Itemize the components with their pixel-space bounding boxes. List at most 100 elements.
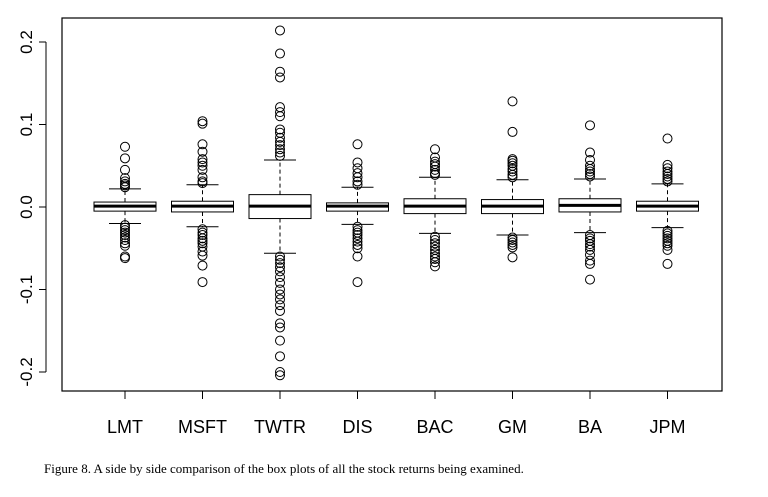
- outlier-point: [275, 370, 285, 381]
- outlier-point: [662, 133, 673, 144]
- outlier-point: [585, 255, 595, 266]
- outlier-point: [197, 230, 208, 241]
- outlier-point: [120, 141, 130, 152]
- outlier-point: [507, 164, 518, 175]
- outlier-point: [275, 300, 285, 311]
- box-msft: [171, 116, 234, 288]
- outlier-point: [662, 171, 673, 182]
- outlier-point: [662, 233, 673, 244]
- outlier-point: [352, 176, 363, 187]
- outlier-point: [585, 164, 595, 175]
- x-tick-label-jpm: JPM: [650, 417, 686, 437]
- outlier-point: [275, 322, 285, 333]
- outlier-point: [120, 220, 130, 231]
- outlier-point: [120, 232, 130, 243]
- outlier-point: [430, 164, 440, 175]
- outlier-point: [662, 228, 673, 239]
- outlier-point: [197, 235, 208, 246]
- outlier-point: [507, 126, 518, 137]
- outlier-point: [120, 240, 130, 251]
- outlier-point: [120, 238, 130, 249]
- outlier-point: [585, 166, 595, 177]
- outlier-point: [275, 111, 285, 122]
- outlier-point: [662, 163, 673, 174]
- outlier-point: [275, 107, 285, 118]
- outlier-point: [120, 176, 130, 187]
- x-tick-label-ba: BA: [578, 417, 602, 437]
- outlier-point: [507, 239, 518, 250]
- outlier-point: [352, 277, 363, 288]
- outlier-point: [275, 258, 285, 269]
- outlier-point: [430, 241, 440, 252]
- x-tick-label-msft: MSFT: [178, 417, 227, 437]
- outlier-point: [197, 227, 208, 238]
- outlier-point: [585, 244, 595, 255]
- outlier-point: [507, 232, 518, 243]
- box-series: [93, 25, 699, 381]
- outlier-point: [275, 305, 285, 316]
- outlier-point: [662, 258, 673, 269]
- outlier-point: [430, 253, 440, 264]
- outlier-point: [662, 230, 673, 241]
- outlier-point: [275, 140, 285, 151]
- outlier-point: [585, 171, 595, 182]
- outlier-point: [585, 274, 595, 285]
- box-gm: [481, 96, 544, 263]
- box-dis: [326, 139, 389, 288]
- outlier-point: [585, 147, 595, 158]
- outlier-point: [275, 251, 285, 262]
- y-tick-label: 0.2: [17, 30, 36, 54]
- outlier-point: [197, 154, 208, 165]
- outlier-point: [585, 241, 595, 252]
- outlier-point: [662, 176, 673, 187]
- outlier-point: [275, 132, 285, 143]
- outlier-point: [275, 284, 285, 295]
- outlier-point: [275, 124, 285, 135]
- outlier-point: [662, 238, 673, 249]
- outlier-point: [585, 120, 595, 131]
- outlier-point: [275, 272, 285, 283]
- outlier-point: [507, 235, 518, 245]
- outlier-point: [275, 48, 285, 59]
- x-tick-label-dis: DIS: [342, 417, 372, 437]
- outlier-point: [352, 239, 363, 250]
- x-tick-label-gm: GM: [498, 417, 527, 437]
- outlier-point: [275, 72, 285, 83]
- outlier-point: [197, 139, 208, 150]
- outlier-point: [507, 242, 518, 253]
- outlier-point: [275, 262, 285, 273]
- outlier-point: [430, 238, 440, 249]
- outlier-point: [507, 169, 518, 180]
- outlier-point: [197, 238, 208, 249]
- outlier-point: [662, 173, 673, 184]
- outlier-point: [585, 160, 595, 171]
- outlier-point: [430, 144, 440, 155]
- x-tick-label-bac: BAC: [416, 417, 453, 437]
- outlier-point: [275, 66, 285, 77]
- outlier-point: [120, 182, 130, 193]
- outlier-point: [430, 235, 440, 245]
- outlier-point: [197, 178, 208, 189]
- y-tick-label: 0.1: [17, 113, 36, 137]
- outlier-point: [585, 258, 595, 269]
- outlier-point: [197, 233, 208, 244]
- outlier-point: [120, 153, 130, 164]
- outlier-point: [662, 225, 673, 236]
- outlier-point: [120, 164, 130, 175]
- outlier-point: [352, 172, 363, 183]
- outlier-point: [120, 230, 130, 241]
- outlier-point: [197, 246, 208, 257]
- outlier-point: [430, 156, 440, 167]
- x-tick-label-twtr: TWTR: [254, 417, 306, 437]
- box-bac: [403, 144, 467, 272]
- outlier-point: [352, 157, 363, 168]
- outlier-point: [275, 367, 285, 377]
- outlier-point: [120, 253, 130, 264]
- outlier-point: [662, 244, 673, 255]
- outlier-point: [120, 227, 130, 238]
- outlier-point: [275, 150, 285, 161]
- outlier-point: [275, 266, 285, 277]
- outlier-point: [197, 157, 208, 168]
- box-twtr: [248, 25, 312, 381]
- outlier-point: [197, 260, 208, 271]
